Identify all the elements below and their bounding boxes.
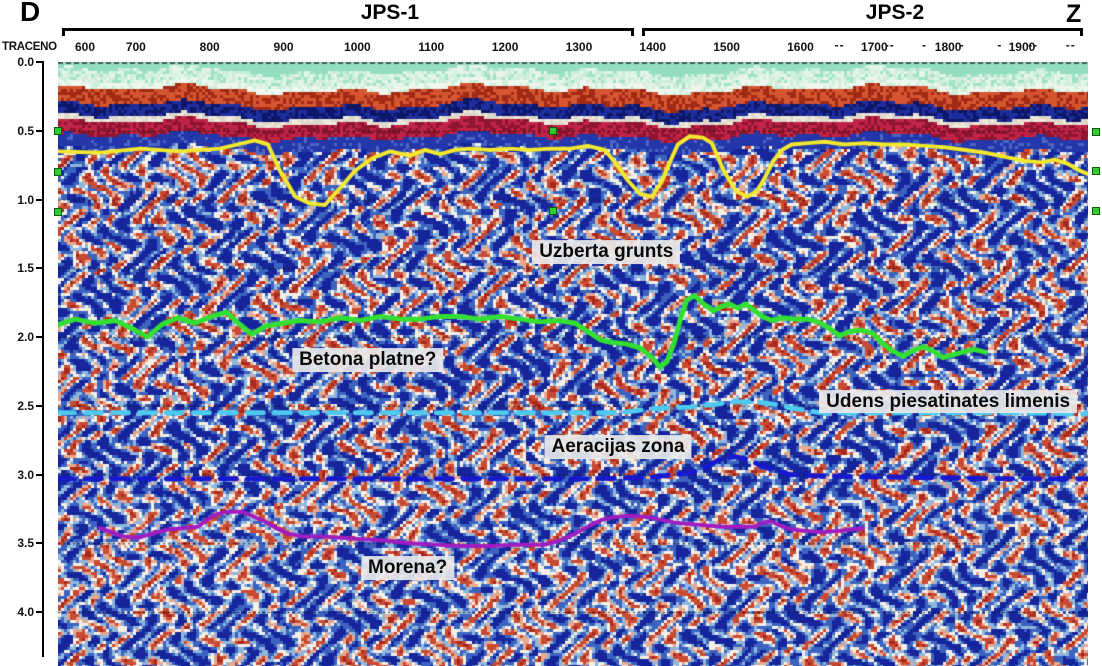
depth-tick-mark [36, 611, 43, 613]
trace-tick-label: 1300 [565, 40, 593, 54]
trace-tick-label: 1000 [344, 40, 371, 54]
horizon-annotation-label: Udens piesatinates limenis [819, 389, 1078, 414]
trace-tick-label: 1800 [934, 40, 962, 54]
depth-tick-mark [36, 61, 43, 63]
trace-tick-label: 1400 [639, 40, 667, 54]
depth-tick-label: 0.5 [17, 123, 34, 138]
marker-square [54, 207, 63, 216]
depth-tick-mark [36, 404, 43, 407]
horizon-annotation-label: Aeracijas zona [544, 435, 692, 459]
direction-label-z: Z [1066, 0, 1082, 28]
marker-square [549, 126, 558, 135]
profile-bracket-tick [62, 28, 65, 36]
trace-tick-label: 1900 [1008, 40, 1036, 54]
depth-tick-label: 0.0 [17, 55, 34, 69]
distance-dash-mark: - [959, 38, 965, 52]
trace-axis-label: TRACENO [2, 41, 57, 53]
depth-tick-label: 3.5 [17, 536, 34, 551]
direction-label-d: D [20, 0, 41, 27]
horizon-annotation-label: Betona platne? [292, 348, 444, 373]
depth-tick-mark [36, 542, 43, 545]
marker-square [549, 206, 558, 215]
trace-tick-label: 900 [273, 40, 294, 54]
profile-label: JPS-2 [865, 1, 925, 24]
distance-dash-mark: - [997, 38, 1003, 52]
trace-tick-label: 1500 [713, 40, 740, 54]
distance-dash-mark: -- [1028, 38, 1039, 52]
profile-bracket-tick [641, 28, 645, 36]
profile-label: JPS-1 [360, 1, 420, 24]
trace-tick-label: 1700 [860, 40, 888, 54]
depth-tick-mark [36, 336, 43, 338]
trace-tick-label: 1200 [491, 40, 519, 54]
depth-tick-mark [36, 473, 43, 476]
trace-tick-label: 1100 [418, 40, 445, 54]
horizon-annotation-label: Morena? [361, 556, 455, 580]
distance-dash-mark: -- [884, 38, 895, 52]
trace-tick-label: 700 [125, 40, 146, 54]
distance-dash-mark: -- [1065, 38, 1076, 52]
depth-tick-label: 2.5 [17, 398, 34, 413]
trace-tick-label: 800 [199, 40, 220, 54]
marker-square [54, 126, 63, 135]
distance-dash-mark: - [922, 38, 928, 52]
depth-axis-line [42, 61, 44, 657]
marker-square [54, 168, 63, 176]
profile-bracket-tick [630, 28, 634, 36]
depth-tick-mark [36, 129, 43, 132]
depth-tick-label: 1.0 [17, 192, 34, 207]
marker-square [1091, 206, 1100, 215]
depth-tick-label: 3.0 [17, 467, 34, 482]
radargram-canvas [58, 62, 1088, 666]
profile-bracket-tick [1079, 28, 1083, 36]
distance-dash-mark: -- [834, 38, 845, 52]
trace-tick-label: 600 [75, 40, 96, 54]
depth-tick-mark [36, 267, 43, 270]
depth-tick-label: 4.0 [17, 605, 34, 619]
depth-tick-label: 1.5 [17, 261, 34, 276]
marker-square [1091, 166, 1100, 175]
depth-tick-label: 2.0 [17, 330, 34, 344]
depth-tick-mark [36, 198, 43, 201]
horizon-annotation-label: Uzberta grunts [532, 239, 681, 264]
profile-bracket-line [641, 28, 1083, 31]
profile-bracket-line [62, 28, 634, 31]
trace-tick-label: 1600 [787, 40, 814, 54]
marker-square [1091, 128, 1100, 137]
